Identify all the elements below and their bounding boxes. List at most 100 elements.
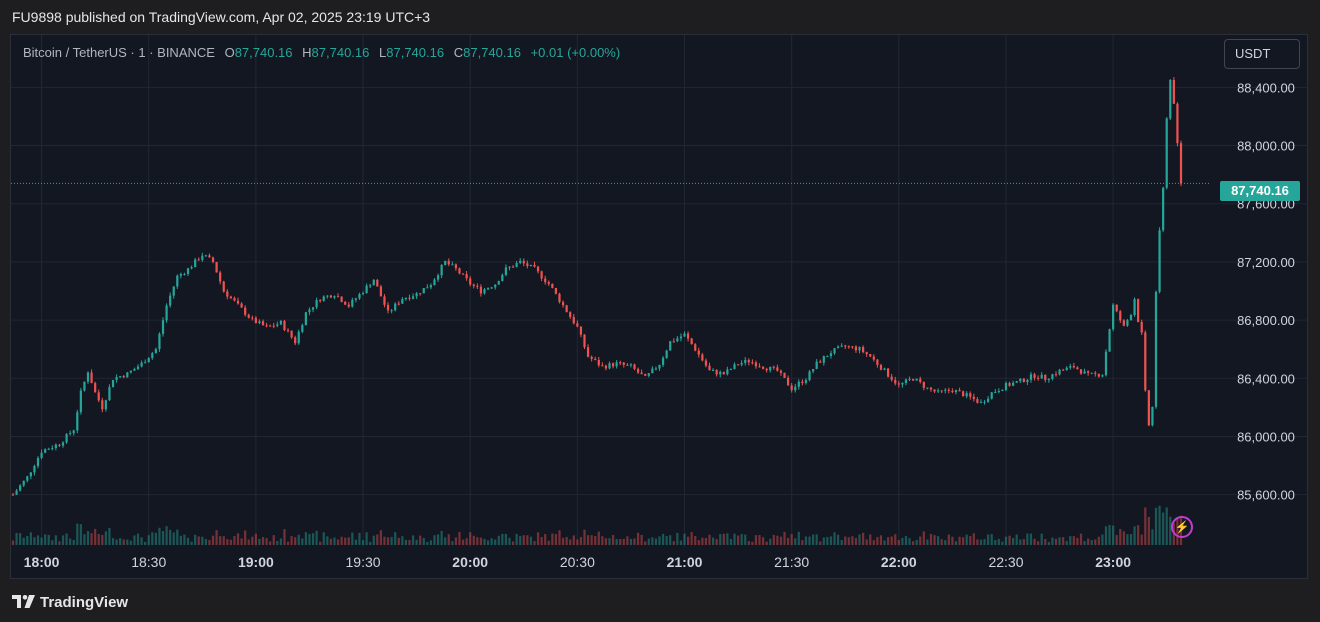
volume-bar bbox=[161, 530, 165, 545]
volume-bar bbox=[697, 540, 700, 545]
volume-bar bbox=[744, 534, 747, 545]
candle-body bbox=[254, 317, 257, 324]
volume-bar bbox=[751, 541, 754, 545]
candle-body bbox=[251, 317, 254, 319]
candle-body bbox=[922, 381, 925, 388]
volume-bar bbox=[44, 534, 47, 545]
candlestick-chart[interactable]: 88,400.0088,000.0087,600.0087,200.0086,8… bbox=[11, 35, 1307, 578]
volume-bar bbox=[669, 535, 672, 545]
symbol-name[interactable]: Bitcoin / TetherUS · 1 · BINANCE bbox=[23, 45, 215, 60]
volume-bar bbox=[454, 537, 458, 545]
currency-button[interactable]: USDT bbox=[1224, 39, 1300, 69]
candle-body bbox=[976, 399, 979, 403]
volume-bar bbox=[1140, 534, 1143, 545]
candle-body bbox=[536, 266, 540, 272]
candle-body bbox=[22, 480, 25, 486]
volume-bar bbox=[676, 532, 679, 545]
candle-body bbox=[140, 362, 143, 367]
volume-bar bbox=[597, 531, 600, 545]
volume-bar bbox=[511, 541, 515, 545]
candle-body bbox=[1026, 379, 1029, 383]
volume-bar bbox=[969, 536, 972, 545]
volume-bar bbox=[976, 539, 979, 545]
volume-bar bbox=[447, 534, 450, 545]
candle-body bbox=[454, 264, 458, 269]
volume-bar bbox=[1062, 537, 1065, 545]
volume-bar bbox=[251, 536, 254, 545]
volume-bar bbox=[840, 539, 843, 545]
volume-bar bbox=[586, 535, 590, 545]
volume-bar bbox=[876, 537, 879, 545]
candle-body bbox=[1083, 371, 1086, 374]
volume-bar bbox=[547, 540, 550, 545]
candle-body bbox=[661, 357, 665, 365]
candle-body bbox=[154, 349, 157, 354]
candle-body bbox=[72, 430, 75, 434]
volume-bar bbox=[226, 539, 229, 545]
chart-pane[interactable]: 88,400.00 88,000.00 87,600.00 87,200.00 86,8… bbox=[10, 34, 1308, 579]
tradingview-logo[interactable]: TradingView bbox=[12, 592, 128, 612]
candle-body bbox=[386, 304, 390, 311]
candle-body bbox=[704, 360, 708, 366]
candle-body bbox=[86, 372, 90, 382]
volume-bar bbox=[1058, 537, 1061, 545]
candle-body bbox=[211, 257, 215, 262]
candle-body bbox=[758, 366, 761, 368]
volume-bar bbox=[215, 530, 218, 545]
volume-bar bbox=[1087, 538, 1090, 545]
candle-body bbox=[615, 362, 618, 367]
volume-bar bbox=[233, 535, 236, 545]
candle-body bbox=[815, 361, 818, 370]
candle-body bbox=[415, 293, 418, 297]
change-value: +0.01 (+0.00%) bbox=[530, 45, 621, 60]
candle-body bbox=[608, 363, 611, 369]
time-tick-label: 19:30 bbox=[346, 554, 381, 570]
candle-body bbox=[97, 392, 100, 401]
volume-bar bbox=[1112, 525, 1115, 545]
candle-body bbox=[186, 268, 190, 274]
current-price-label: 87,740.16 bbox=[1220, 181, 1300, 201]
volume-bar bbox=[933, 535, 936, 545]
candle-body bbox=[797, 381, 800, 387]
volume-bar bbox=[679, 540, 683, 545]
volume-bar bbox=[36, 535, 40, 545]
candle-body bbox=[636, 368, 640, 373]
candle-body bbox=[308, 309, 311, 313]
volume-bar bbox=[1022, 539, 1025, 545]
candle-body bbox=[344, 301, 347, 305]
volume-bar bbox=[908, 538, 911, 545]
lightning-icon[interactable]: ⚡ bbox=[1171, 516, 1193, 538]
volume-bar bbox=[83, 534, 86, 545]
volume-bar bbox=[258, 538, 261, 545]
candle-body bbox=[486, 288, 490, 290]
volume-bar bbox=[22, 537, 25, 545]
time-tick-label: 23:00 bbox=[1095, 554, 1131, 570]
candle-body bbox=[83, 381, 86, 391]
volume-bar bbox=[1169, 516, 1172, 545]
volume-bar bbox=[1008, 535, 1011, 545]
volume-bar bbox=[719, 534, 722, 545]
candle-body bbox=[240, 303, 243, 308]
candle-body bbox=[176, 275, 179, 287]
volume-bar bbox=[658, 536, 661, 545]
candle-body bbox=[844, 345, 847, 347]
volume-bar bbox=[954, 541, 958, 545]
volume-bar bbox=[608, 538, 611, 545]
candle-body bbox=[694, 344, 697, 351]
volume-bar bbox=[183, 534, 186, 545]
candle-body bbox=[397, 303, 400, 305]
candle-body bbox=[840, 345, 843, 347]
volume-bar bbox=[804, 536, 808, 545]
candle-body bbox=[229, 296, 232, 299]
candle-body bbox=[29, 472, 32, 477]
candle-body bbox=[747, 359, 750, 363]
price-axis[interactable]: 88,400.0088,000.0087,600.0087,200.0086,8… bbox=[1237, 80, 1295, 502]
volume-bar bbox=[436, 534, 440, 545]
time-axis[interactable]: 18:00 18:30 19:00 19:30 20:00 20:30 21:00 21:30… bbox=[24, 554, 1132, 570]
volume-bars bbox=[11, 505, 1183, 545]
candle-body bbox=[172, 286, 175, 296]
volume-bar bbox=[515, 533, 518, 545]
candle-body bbox=[851, 346, 854, 348]
volume-bar bbox=[686, 536, 690, 545]
volume-bar bbox=[408, 540, 411, 545]
